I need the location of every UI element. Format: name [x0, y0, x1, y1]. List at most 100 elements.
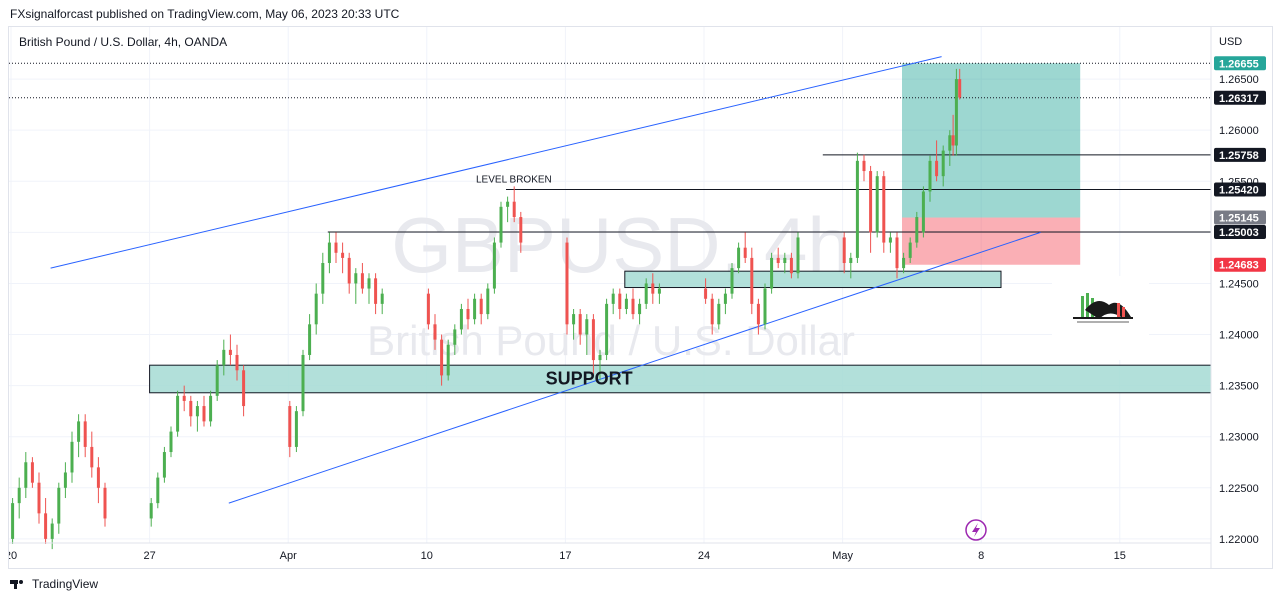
candle	[83, 421, 87, 447]
candles-layer	[11, 68, 962, 550]
candle	[156, 477, 160, 504]
candle	[657, 288, 661, 294]
time-tick-labels: 20 27 Apr 10 17 24 May 8 15	[9, 550, 1126, 562]
candle	[611, 293, 615, 304]
candle	[770, 257, 774, 289]
candle	[783, 257, 787, 264]
candle	[951, 135, 955, 146]
candle	[605, 303, 609, 355]
price-tick: 1.24000	[1219, 330, 1259, 342]
candle	[446, 344, 450, 376]
candle	[354, 273, 358, 284]
channel-line[interactable]	[228, 231, 1041, 504]
candle	[499, 206, 503, 243]
candle	[63, 472, 67, 488]
candle	[921, 191, 925, 233]
annotations-layer: LEVEL BROKEN SUPPORT	[476, 174, 633, 388]
candle	[631, 298, 635, 315]
candle	[169, 431, 173, 453]
price-label-bg	[1214, 90, 1266, 105]
candle	[195, 406, 199, 417]
candle	[209, 395, 213, 422]
time-tick: Apr	[280, 550, 297, 562]
time-tick: May	[832, 550, 853, 562]
candle	[895, 237, 899, 269]
candle	[915, 217, 919, 243]
candle	[162, 452, 166, 478]
price-label: 1.25420	[1219, 184, 1259, 196]
candle	[882, 176, 886, 243]
candle	[638, 303, 642, 315]
candlestick-chart[interactable]: GBPUSD, 4h British Pound / U.S. Dollar L…	[9, 27, 1272, 568]
long-position-tool[interactable]	[9, 62, 1211, 265]
candle	[704, 288, 708, 299]
candle	[954, 79, 958, 146]
candle	[228, 349, 232, 355]
candle	[651, 283, 655, 294]
candle	[908, 242, 912, 258]
candle	[743, 247, 747, 258]
currency-label: USD	[1219, 36, 1242, 48]
price-label-bg	[1214, 182, 1266, 197]
candle	[294, 411, 298, 447]
candle	[57, 487, 61, 524]
candle	[902, 257, 906, 269]
time-tick: 17	[559, 550, 571, 562]
price-labels: 1.26655 1.26317 1.25758 1.25420 1.25145 1.250…	[1214, 56, 1266, 272]
time-tick: 24	[698, 550, 710, 562]
zone-demand[interactable]	[624, 270, 1002, 289]
tradingview-logo-icon	[10, 579, 28, 589]
candle	[50, 523, 54, 539]
candle	[453, 329, 457, 345]
candle	[928, 160, 932, 192]
candle	[578, 314, 582, 335]
candle	[935, 160, 939, 177]
candle	[875, 176, 879, 233]
candle	[572, 314, 576, 325]
chart-frame: GBPUSD, 4h British Pound / U.S. Dollar L…	[8, 26, 1273, 569]
footer: TradingView	[10, 577, 98, 591]
candle	[96, 467, 100, 488]
candle	[321, 263, 325, 294]
price-label: 1.25003	[1219, 227, 1259, 239]
candle	[182, 395, 186, 401]
candle	[301, 354, 305, 412]
price-label-bg	[1214, 210, 1266, 225]
candle	[473, 298, 477, 320]
candle	[360, 273, 364, 289]
candle	[215, 365, 219, 396]
candle	[314, 293, 318, 325]
candle	[433, 324, 437, 340]
price-label: 1.24683	[1219, 260, 1259, 272]
position-profit-zone[interactable]	[902, 63, 1081, 218]
candle	[17, 487, 21, 504]
candle	[730, 268, 734, 294]
candle	[90, 446, 94, 468]
candle	[763, 288, 767, 325]
zone-support[interactable]	[149, 364, 1220, 394]
candle	[24, 462, 28, 488]
price-tick: 1.22500	[1219, 483, 1259, 495]
candle	[374, 278, 378, 304]
candle	[948, 135, 952, 151]
channel-line[interactable]	[50, 56, 942, 269]
zones-layer	[149, 270, 1220, 394]
candle	[506, 201, 510, 207]
price-label: 1.25145	[1219, 213, 1259, 225]
position-loss-zone[interactable]	[902, 217, 1081, 265]
candle	[849, 257, 853, 264]
candle	[862, 160, 866, 172]
candle	[77, 421, 81, 442]
candle	[11, 503, 15, 539]
candle	[103, 487, 107, 519]
candle	[776, 257, 780, 264]
candle	[222, 349, 226, 366]
candle	[288, 406, 292, 447]
time-tick: 8	[978, 550, 984, 562]
lightning-icon[interactable]	[965, 519, 987, 541]
price-axis[interactable]: USD	[1210, 27, 1272, 568]
channel-lines[interactable]	[50, 56, 1041, 504]
candle	[479, 298, 483, 315]
candle	[347, 257, 351, 284]
signal-forcast-logo	[1052, 276, 1149, 360]
